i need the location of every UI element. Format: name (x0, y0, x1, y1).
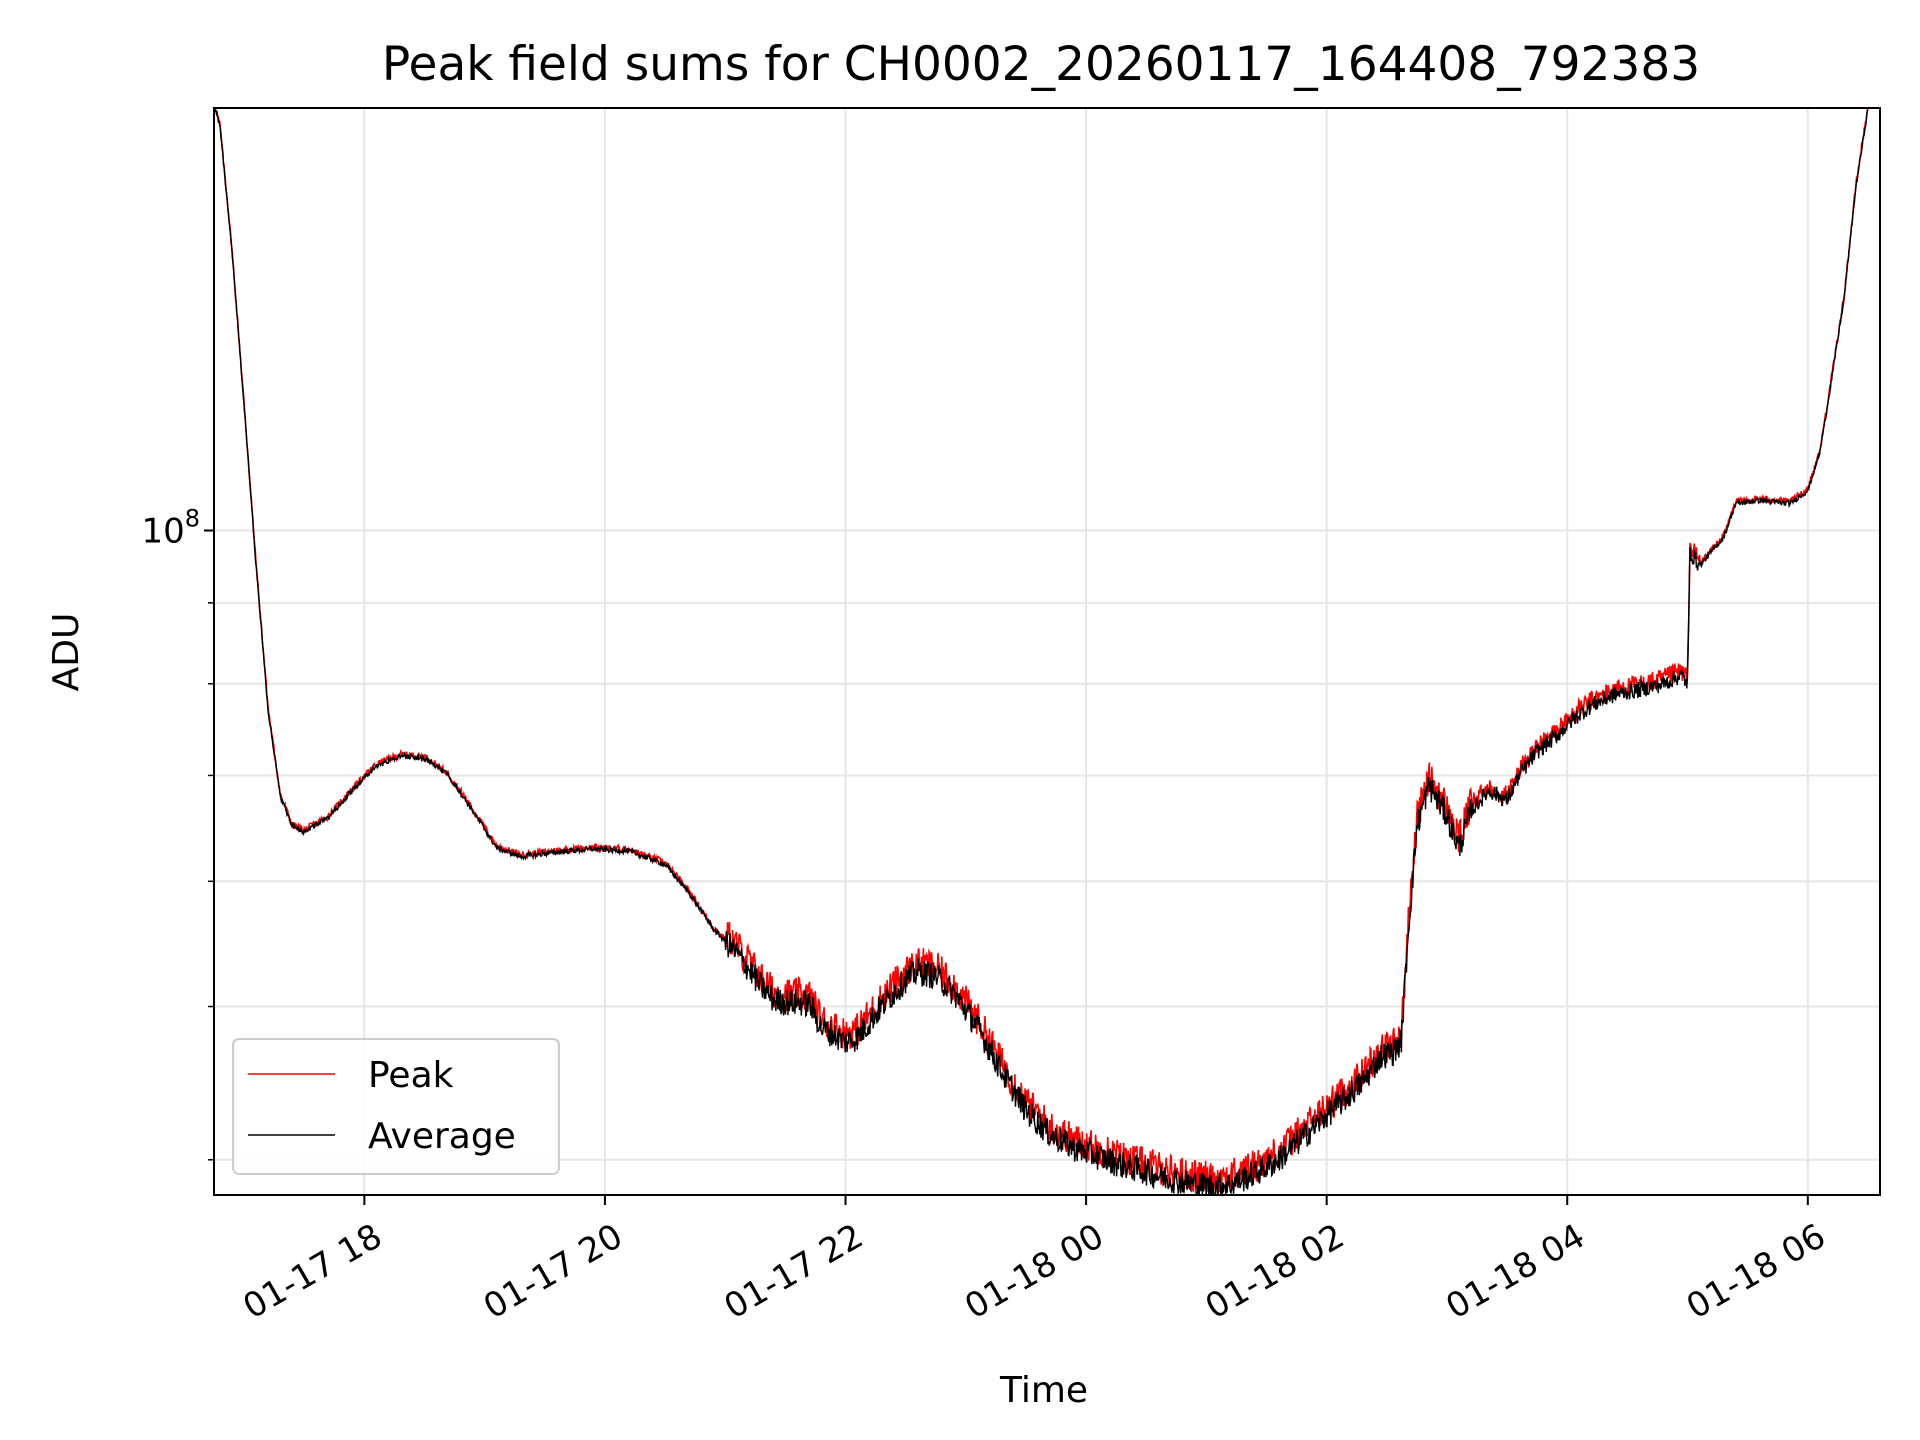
plot-frame (213, 107, 1881, 1196)
x-axis-label: Time (999, 1370, 1088, 1411)
legend-box (232, 1038, 560, 1175)
series-line-average (214, 108, 1869, 1195)
y-tick-label: 108 (141, 504, 200, 551)
legend: Peak Average (232, 1038, 560, 1175)
legend-label-peak: Peak (368, 1055, 454, 1096)
y-axis-label: ADU (46, 613, 87, 692)
grid (214, 108, 1880, 1195)
chart-title: Peak field sums for CH0002_20260117_1644… (382, 37, 1700, 92)
plot-series (214, 108, 1869, 1195)
legend-label-average: Average (368, 1116, 516, 1157)
